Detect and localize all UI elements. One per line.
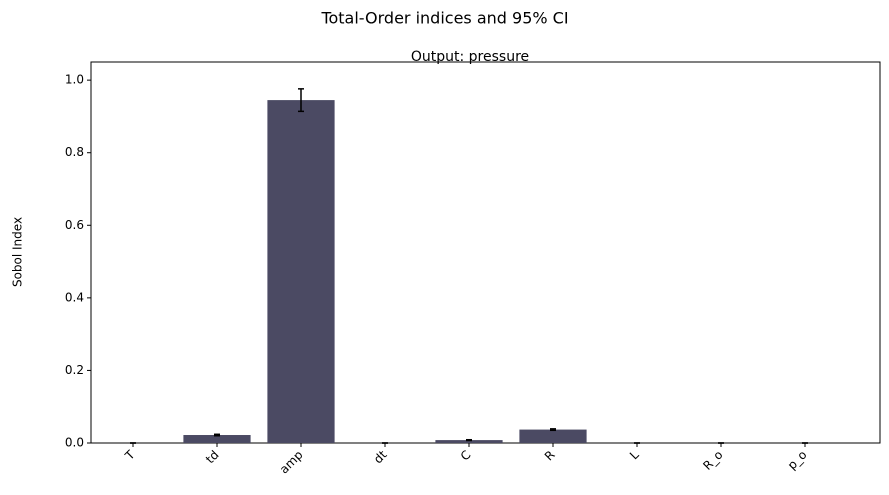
bar	[183, 435, 251, 443]
y-tick-label: 0.4	[65, 290, 84, 304]
plot-frame	[90, 61, 881, 444]
x-tick-label: dt	[371, 447, 390, 466]
y-axis-label: Sobol Index	[11, 217, 25, 287]
bar	[435, 440, 503, 443]
y-tick-label: 0.2	[65, 363, 84, 377]
error-bar	[550, 428, 556, 432]
chart-subtitle: Output: pressure	[411, 49, 529, 65]
error-bar	[466, 438, 472, 442]
y-tick-label: 0.8	[65, 145, 84, 159]
x-tick-label: L	[627, 447, 642, 462]
x-tick-label: T	[122, 447, 138, 463]
bar	[267, 100, 335, 443]
error-bar	[298, 88, 304, 113]
chart-title: Total-Order indices and 95% CI	[320, 9, 568, 28]
x-tick-label: p_o	[785, 448, 810, 473]
x-tick-label: R_o	[700, 448, 725, 473]
y-tick-label: 0.0	[65, 436, 84, 450]
error-bar	[214, 433, 220, 437]
x-tick-label: td	[203, 448, 222, 467]
x-tick-label: R	[542, 448, 558, 464]
x-tick-label: amp	[277, 448, 306, 477]
y-tick-label: 0.6	[65, 218, 84, 232]
x-tick-label: C	[458, 448, 474, 464]
bar	[519, 429, 587, 443]
y-tick-label: 1.0	[65, 73, 84, 87]
